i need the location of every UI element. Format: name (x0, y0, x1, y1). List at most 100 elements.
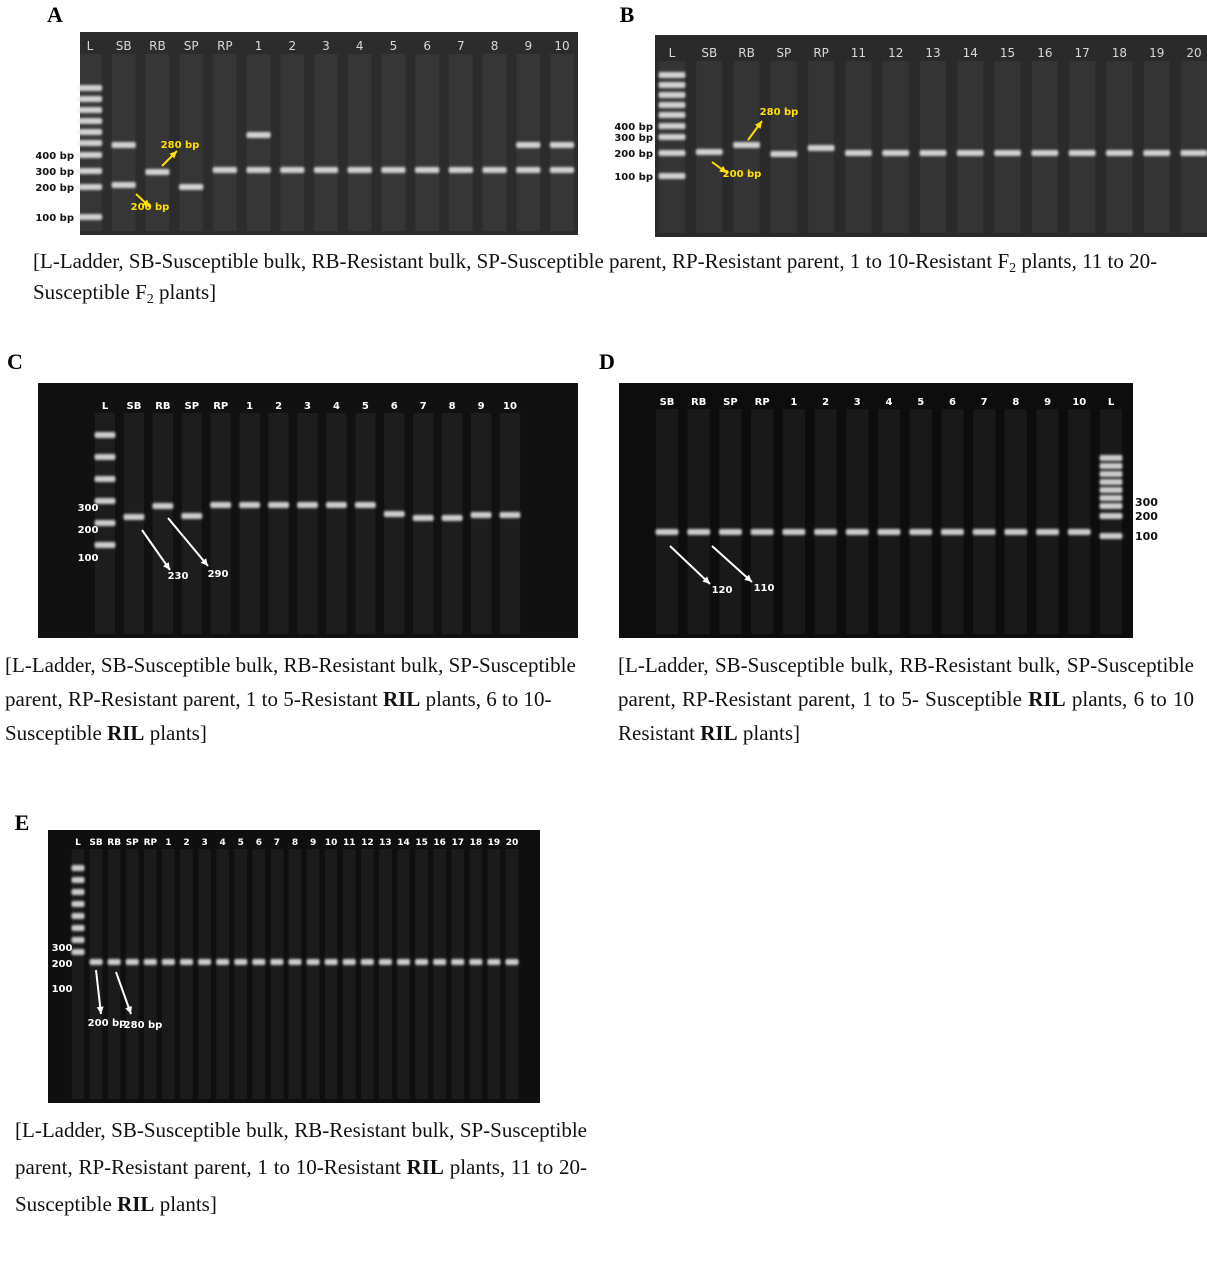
lane-smear (845, 61, 872, 233)
lane-smear (909, 409, 932, 634)
arrow-head (744, 574, 752, 582)
lane-label: RP (213, 401, 228, 412)
dna-band (71, 937, 85, 943)
lane-smear (973, 409, 996, 634)
lane-smear (213, 54, 237, 231)
lane-label: 6 (949, 397, 956, 408)
dna-band (212, 167, 237, 173)
dna-band (268, 502, 289, 508)
lane-label: L (87, 39, 94, 53)
caption: [L-Ladder, SB-Susceptible bulk, RB-Resis… (33, 246, 1193, 308)
lane-label: SP (776, 46, 791, 60)
size-label: 300 (78, 503, 99, 514)
caption-text: [L-Ladder, SB-Susceptible bulk, RB-Resis… (33, 249, 1010, 273)
lane-label: SP (126, 838, 139, 848)
lane-label: RB (149, 39, 166, 53)
lane-smear (270, 849, 284, 1099)
lane-label: 5 (917, 397, 924, 408)
lane-label: 8 (491, 39, 499, 53)
size-label: 200 (1135, 510, 1158, 523)
dna-band (306, 959, 320, 965)
size-label: 200 bp (614, 149, 653, 160)
dna-band (354, 502, 376, 508)
caption-text: plants] (737, 721, 801, 745)
dna-band (71, 889, 85, 895)
lane-label: SP (185, 401, 200, 412)
caption-text: RIL (1028, 687, 1066, 711)
arrow-head (125, 1006, 132, 1014)
lane-label: 15 (1000, 46, 1015, 60)
lane-label: 10 (325, 838, 338, 848)
lane-smear (499, 413, 521, 634)
caption-text: [L-Ladder, SB-Susceptible bulk, RB-Resis… (5, 653, 576, 711)
dna-band (77, 140, 103, 146)
lane-label: RB (738, 46, 755, 60)
dna-band (733, 142, 760, 148)
lane-smear (239, 413, 260, 634)
lane-label: RB (155, 401, 170, 412)
dna-band (448, 167, 473, 173)
dna-band (658, 123, 686, 129)
dna-band (94, 476, 116, 482)
dna-band (549, 167, 575, 173)
dna-band (246, 167, 271, 173)
lane-label: 5 (362, 401, 369, 412)
caption-text: RIL (382, 687, 421, 711)
lane-smear (306, 849, 320, 1099)
size-label: 300 bp (614, 133, 653, 144)
size-label: 100 bp (35, 213, 74, 224)
lane-label: 4 (333, 401, 340, 412)
gel-image (48, 830, 540, 1103)
dna-band (378, 959, 392, 965)
lane-label: SP (184, 39, 199, 53)
lane-label: 11 (343, 838, 356, 848)
lane-label: 19 (1149, 46, 1164, 60)
dna-band (210, 502, 232, 508)
dna-band (1180, 150, 1207, 156)
dna-band (412, 515, 434, 521)
annotation: 120 (712, 585, 733, 596)
dna-band (71, 877, 85, 883)
lane-smear (482, 54, 507, 231)
arrow-head (169, 151, 177, 159)
size-label: 100 (78, 553, 99, 564)
lane-label: SB (89, 838, 102, 848)
lane-smear (696, 61, 723, 233)
lane-smear (288, 849, 302, 1099)
dna-band (77, 96, 103, 102)
lane-label: 14 (397, 838, 410, 848)
lane-label: 20 (506, 838, 519, 848)
lane-smear (181, 413, 202, 634)
lane-label: 4 (356, 39, 364, 53)
dna-band (71, 901, 85, 907)
lane-label: L (1108, 397, 1115, 408)
lane-label: 10 (503, 401, 517, 412)
lane-label: 14 (963, 46, 978, 60)
lane-smear (326, 413, 347, 634)
lane-smear (379, 849, 392, 1099)
caption-text: [L-Ladder, SB-Susceptible bulk, RB-Resis… (15, 1118, 587, 1179)
lane-label: 6 (256, 838, 262, 848)
size-label: 400 bp (614, 122, 653, 133)
lane-smear (470, 413, 492, 634)
annotation: 110 (754, 583, 775, 594)
dna-band (658, 102, 686, 108)
lane-smear (415, 54, 439, 231)
size-label: 300 bp (35, 167, 74, 178)
dna-band (807, 145, 835, 151)
dna-band (246, 132, 271, 138)
lane-label: 15 (415, 838, 428, 848)
lane-label: 1 (246, 401, 253, 412)
dna-band (252, 959, 266, 965)
caption-text: 2 (146, 292, 154, 307)
dna-band (297, 502, 318, 508)
lane-smear (198, 849, 211, 1099)
dna-band (239, 502, 261, 508)
lane-smear (1036, 409, 1059, 634)
dna-band (845, 529, 869, 535)
dna-band (94, 454, 116, 460)
arrow (711, 545, 753, 583)
dna-band (658, 150, 686, 156)
lane-label: 8 (292, 838, 298, 848)
lane-smear (442, 413, 463, 634)
